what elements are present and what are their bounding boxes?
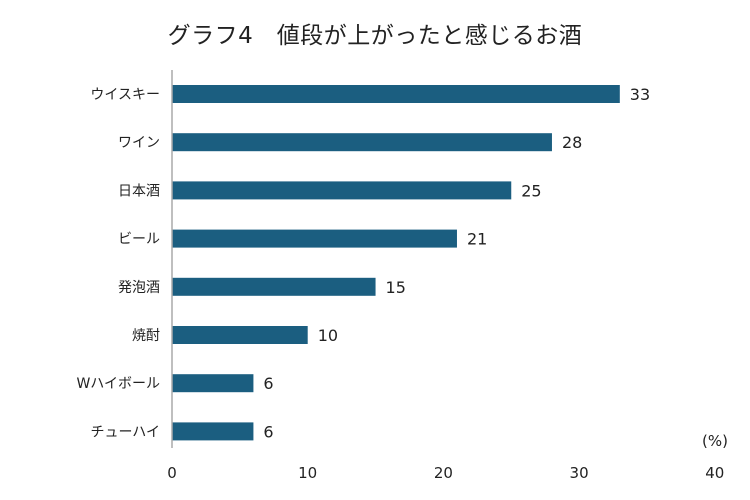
- category-label: 焼酎: [132, 328, 160, 344]
- value-label: 6: [263, 374, 273, 393]
- x-tick-label: 20: [434, 464, 453, 482]
- x-tick-label: 0: [167, 464, 177, 482]
- category-label: ビール: [118, 232, 160, 248]
- x-tick-labels: 0 10 20 30 40: [167, 464, 724, 482]
- bar: [172, 277, 376, 296]
- value-label: 6: [263, 422, 273, 441]
- value-label: 25: [521, 181, 541, 200]
- value-label: 15: [386, 278, 406, 297]
- value-label: 33: [630, 85, 650, 104]
- bar: [172, 374, 254, 393]
- x-tick-label: 10: [298, 464, 317, 482]
- unit-label: (%): [702, 432, 728, 450]
- bar: [172, 326, 308, 344]
- category-label: 日本酒: [118, 183, 160, 199]
- x-tick-label: 40: [705, 464, 724, 482]
- bars-group: [172, 85, 620, 441]
- category-label: チューハイ: [91, 424, 160, 440]
- bar: [172, 422, 254, 441]
- bar: [172, 229, 457, 248]
- category-label: Wハイボール: [76, 376, 160, 392]
- bar: [172, 181, 512, 200]
- value-label: 21: [467, 230, 487, 249]
- value-labels: 33 28 25 21 15 10 6 6: [263, 85, 650, 441]
- bar: [172, 85, 620, 103]
- category-label: 発泡酒: [118, 280, 160, 296]
- value-label: 28: [562, 133, 582, 152]
- x-tick-label: 30: [570, 464, 589, 482]
- chart-title: グラフ4 値段が上がったと感じるお酒: [167, 23, 583, 49]
- category-label: ウイスキー: [90, 87, 160, 103]
- bar: [172, 133, 552, 152]
- category-label: ワイン: [118, 135, 160, 151]
- value-label: 10: [318, 326, 338, 345]
